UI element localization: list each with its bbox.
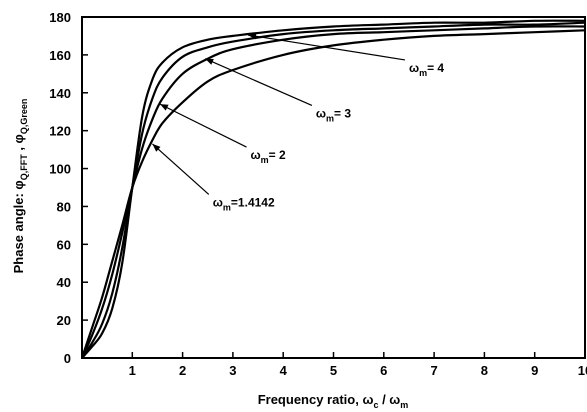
annotation-arrowhead-a2 — [160, 104, 169, 111]
y-tick-label: 80 — [57, 199, 71, 214]
y-tick-label: 140 — [49, 86, 71, 101]
annotation-leader-a1 — [152, 143, 210, 195]
x-tick-label: 2 — [179, 363, 186, 378]
annotation-label-a4: ωm= 4 — [409, 61, 444, 78]
x-tick-label: 8 — [481, 363, 488, 378]
annotation-leader-a3 — [204, 58, 313, 106]
x-tick-label: 3 — [229, 363, 236, 378]
x-tick-label: 6 — [380, 363, 387, 378]
x-tick-label: 5 — [330, 363, 337, 378]
x-axis-label: Frequency ratio, ωc / ωm — [258, 392, 409, 410]
annotation-arrowhead-a1 — [152, 143, 161, 152]
annotation-arrowhead-a3 — [205, 58, 214, 65]
y-tick-label: 60 — [57, 237, 71, 252]
y-tick-label: 160 — [49, 48, 71, 63]
annotation-label-a2: ωm= 2 — [251, 148, 286, 165]
series-line-s2 — [80, 25, 586, 359]
y-tick-label: 100 — [49, 162, 71, 177]
x-tick-label: 10 — [578, 363, 587, 378]
y-tick-label: 120 — [49, 124, 71, 139]
series-line-s3 — [81, 21, 586, 359]
annotation-label-a1: ωm=1.4142 — [213, 195, 275, 212]
y-axis-label: Phase angle: φQ,FFT , φQ,Green — [11, 99, 29, 274]
annotation-leader-a4 — [247, 34, 406, 61]
series-line-s4 — [81, 19, 586, 359]
series-line-s1 — [80, 29, 586, 359]
series-group — [80, 19, 586, 359]
y-tick-label: 180 — [49, 10, 71, 25]
y-tick-label: 20 — [57, 313, 71, 328]
plot-frame — [81, 16, 586, 359]
x-tick-label: 1 — [129, 363, 136, 378]
annotation-leader-a2 — [159, 103, 247, 148]
x-tick-label: 9 — [531, 363, 538, 378]
annotation-group: ωm= 4 ωm= 3 ωm= 2 ωm=1.4142 — [152, 33, 444, 212]
annotation-arrowhead-a4 — [248, 33, 257, 40]
x-tick-label: 7 — [430, 363, 437, 378]
annotation-label-a3: ωm= 3 — [316, 106, 351, 123]
x-tick-label: 4 — [280, 363, 288, 378]
y-tick-label: 0 — [64, 351, 71, 366]
y-tick-label: 40 — [57, 275, 71, 290]
